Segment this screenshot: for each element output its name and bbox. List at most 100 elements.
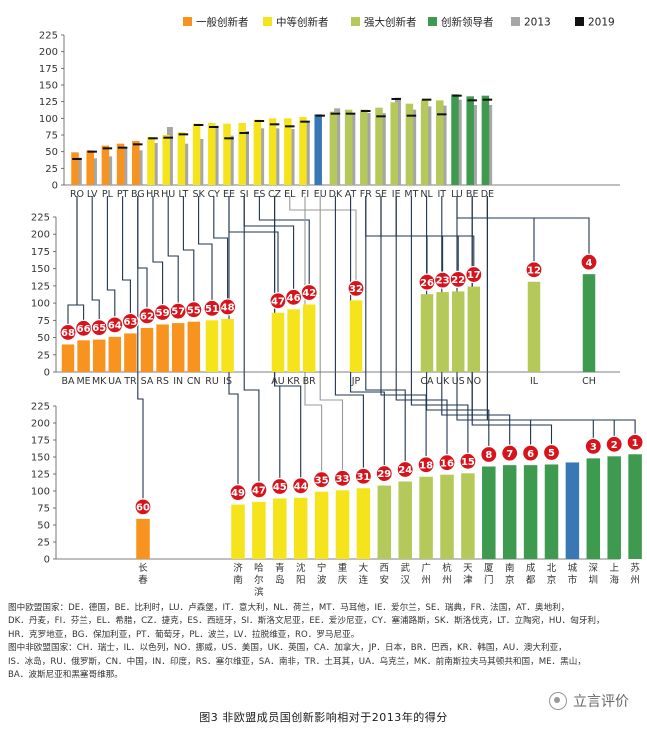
x-tick-label: 深 — [589, 563, 599, 574]
x-tick-label: 广 — [421, 562, 431, 574]
rank-badge-label: 23 — [436, 276, 450, 287]
bar — [582, 274, 596, 372]
y-tick-label: 175 — [39, 64, 58, 75]
rank-badge — [580, 253, 598, 271]
rank-badge — [396, 460, 414, 479]
rank-badge — [313, 471, 331, 489]
legend-swatch — [351, 17, 360, 26]
bar — [544, 464, 559, 559]
rank-badge — [626, 433, 644, 451]
mark-2019 — [163, 136, 173, 139]
rank-badge — [333, 469, 352, 487]
x-tick-label: 尔 — [254, 574, 264, 586]
rank-badge-label: 4 — [586, 258, 593, 269]
bar — [586, 458, 601, 559]
rank-badge — [501, 444, 519, 462]
bar — [375, 107, 383, 185]
x-tick-label: 津 — [463, 575, 473, 586]
mark-2019 — [224, 137, 234, 140]
rank-badge-label: 55 — [187, 305, 201, 316]
note-line: BA．波斯尼亚和黑塞哥维那。 — [8, 670, 123, 681]
rank-badge-label: 46 — [287, 293, 301, 304]
rank-badge — [292, 477, 310, 495]
x-tick-label: HU — [161, 189, 175, 200]
x-tick-label: UK — [436, 376, 450, 387]
y-tick-label: 50 — [45, 147, 58, 158]
legend-swatch — [511, 17, 520, 26]
legend-label: 创新领导者 — [441, 16, 494, 29]
chart-root: 一般创新者 中等创新者 强大创新者 创新领导者 2013 2019 02550751001… — [31, 16, 644, 598]
rank-badge — [459, 452, 477, 470]
rank-badge — [229, 484, 247, 502]
rank-badge-label: 29 — [377, 469, 391, 480]
bar — [349, 300, 363, 372]
rank-badge-label: 47 — [252, 485, 266, 496]
connector-line — [380, 196, 427, 457]
x-tick-label: IS — [223, 376, 232, 387]
y-tick-label: 50 — [37, 333, 50, 344]
bar — [132, 141, 140, 185]
x-tick-label: 州 — [442, 575, 452, 586]
rank-badge-label: 65 — [92, 323, 106, 334]
connector-line — [365, 196, 406, 462]
rank-badge-label: 63 — [123, 317, 137, 328]
bar — [329, 111, 338, 185]
x-tick-label: 西 — [380, 563, 390, 574]
mark-2019 — [482, 98, 493, 101]
bar — [461, 473, 475, 559]
connector-line — [122, 196, 131, 314]
bar — [86, 150, 94, 185]
rank-badge-label: 1 — [632, 438, 639, 449]
connector-line — [456, 196, 535, 262]
mark-2019 — [391, 98, 401, 100]
bar — [287, 309, 300, 372]
x-tick-label: SE — [375, 189, 387, 200]
x-tick-label: CA — [420, 376, 434, 387]
x-tick-label: PT — [117, 189, 129, 200]
bar — [628, 454, 642, 559]
x-tick-label: LU — [451, 189, 463, 200]
rank-badge-label: 68 — [61, 328, 75, 339]
rank-badge-label: 47 — [271, 296, 285, 307]
y-tick-label: 150 — [39, 81, 58, 92]
connector-line — [167, 196, 179, 304]
x-tick-label: 重 — [338, 562, 348, 574]
connector-line — [274, 196, 302, 478]
x-tick-label: SK — [192, 189, 205, 200]
x-tick-label: 大 — [359, 562, 369, 574]
x-tick-label: IT — [437, 189, 446, 200]
mark-2019 — [148, 137, 158, 140]
y-tick-label: 225 — [31, 213, 50, 224]
x-tick-label: 成 — [526, 562, 536, 574]
figure-caption: 图3 非欧盟成员国创新影响相对于2013年的得分 — [199, 711, 448, 724]
connector-line — [395, 196, 448, 455]
panel-eu-countries: 0 25 50 75 100 125 150 175 200 225 RO LV PL PT BG HR HU L… — [39, 31, 620, 200]
connector-line — [182, 196, 195, 302]
connector-line — [486, 196, 590, 255]
mark-2019 — [330, 112, 341, 115]
rank-badge — [121, 312, 139, 331]
watermark-text: 立言评价 — [573, 694, 629, 710]
bar — [302, 304, 316, 372]
rank-badge-label: 17 — [467, 270, 481, 281]
x-tick-label: 波 — [317, 574, 327, 586]
x-tick-label: IL — [530, 376, 539, 387]
rank-badge-label: 42 — [302, 288, 316, 299]
x-tick-label: FR — [360, 189, 372, 200]
y-tick-label: 0 — [44, 368, 50, 379]
connector-line — [334, 196, 364, 469]
x-tick-label: DK — [329, 189, 343, 200]
mark-2019 — [437, 113, 447, 116]
x-tick-label: CN — [187, 376, 201, 387]
bar — [293, 497, 308, 559]
mark-2019 — [178, 133, 189, 136]
x-tick-label: 门 — [484, 574, 494, 586]
y-tick-label: 200 — [31, 419, 50, 430]
mark-2019 — [193, 124, 204, 126]
y-tick-label: 100 — [39, 114, 58, 125]
rank-badge — [525, 261, 543, 279]
mark-2019 — [117, 146, 128, 149]
connector-line — [304, 196, 323, 472]
bar — [420, 100, 429, 185]
bar — [77, 340, 90, 372]
